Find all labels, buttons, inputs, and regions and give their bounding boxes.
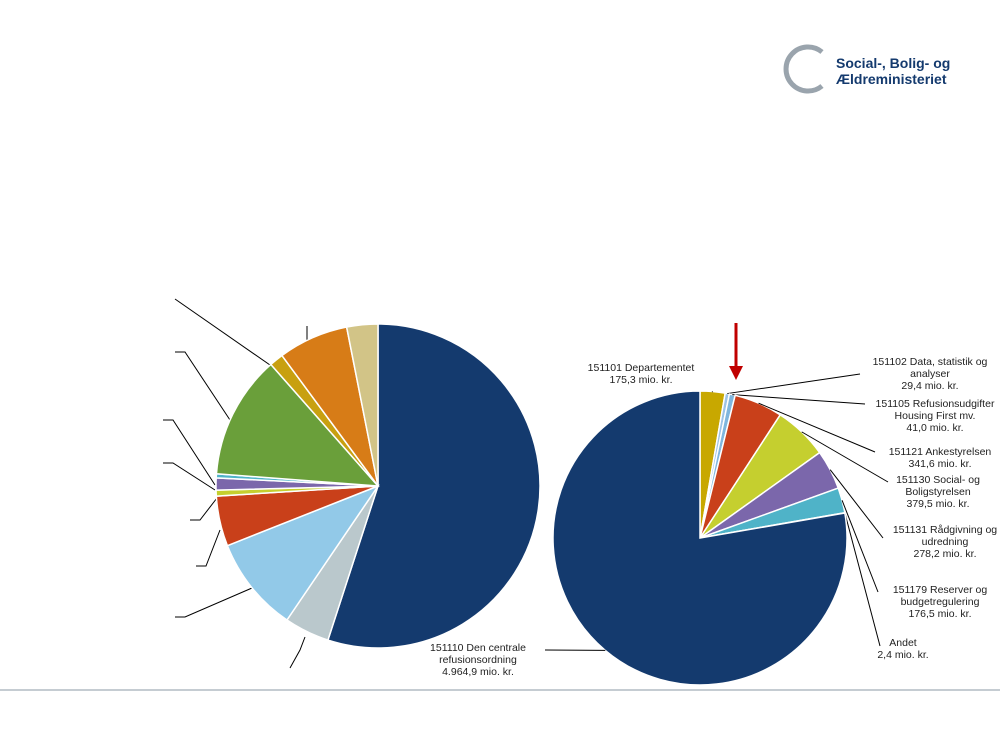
leader-line — [732, 394, 866, 405]
value-label: 379,5 mio. kr. — [906, 498, 970, 510]
slice-label: Andet — [889, 637, 917, 649]
slice-label: 151110 Den centrale refusionsordning — [430, 642, 526, 666]
leader-line — [727, 373, 861, 395]
pie-slice — [226, 484, 380, 622]
value-label: 41,0 mio. kr. — [906, 422, 964, 434]
leader-line — [758, 402, 876, 453]
logo-text: Social-, Bolig- og Ældreministeriet — [836, 55, 951, 87]
logo-icon — [783, 44, 824, 94]
pie-slice — [326, 323, 541, 649]
slice-label: 151102 Data, statistik og analyser — [872, 356, 988, 380]
pie-slice — [215, 363, 380, 487]
slice-label: 151131 Rådgivning og udredning — [892, 524, 998, 548]
value-label: 341,6 mio. kr. — [908, 458, 972, 470]
value-label: 2,4 mio. kr. — [877, 649, 929, 661]
value-label: 4.964,9 mio. kr. — [442, 666, 514, 678]
value-label: 176,5 mio. kr. — [908, 608, 972, 620]
slice-label: 151130 Social- og Boligstyrelsen — [896, 474, 980, 498]
pie-slice — [345, 323, 379, 487]
value-label: 278,2 mio. kr. — [913, 548, 977, 560]
value-label: 175,3 mio. kr. — [609, 374, 673, 386]
leader-line — [829, 469, 884, 539]
value-label: 29,4 mio. kr. — [901, 380, 959, 392]
arrow-head — [729, 366, 743, 380]
slice-label: 151101 Departementet — [587, 362, 695, 374]
slice-label: 151105 Refusionsudgifter Housing First m… — [875, 398, 995, 422]
slice-label: 151121 Ankestyrelsen — [888, 446, 992, 458]
leader-line — [841, 500, 879, 593]
leader-line — [844, 512, 881, 647]
slice-label: 151179 Reserver og budgetregulering — [892, 584, 988, 608]
left-leaders — [163, 298, 308, 669]
leader-line — [801, 431, 889, 483]
